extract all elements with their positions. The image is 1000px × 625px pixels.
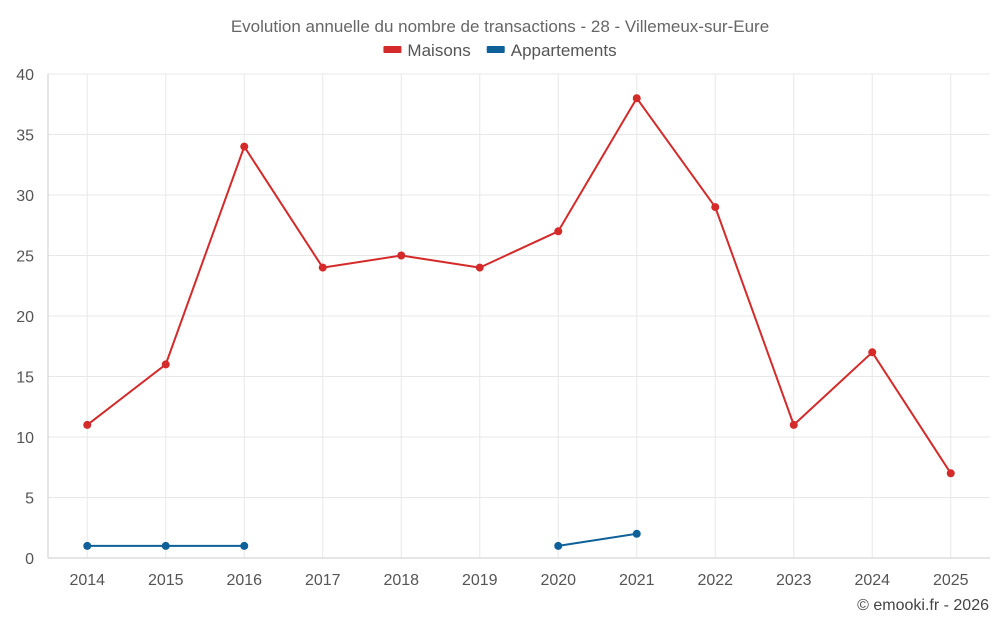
x-tick-label: 2025 (933, 572, 969, 589)
data-point[interactable] (397, 251, 406, 260)
data-point[interactable] (83, 420, 92, 429)
y-tick-label: 20 (16, 309, 34, 326)
data-point[interactable] (554, 227, 563, 236)
data-point[interactable] (240, 142, 249, 151)
y-tick-label: 10 (16, 430, 34, 447)
data-point[interactable] (83, 541, 92, 550)
x-tick-label: 2020 (540, 572, 576, 589)
data-point[interactable] (161, 360, 170, 369)
series-maisons (83, 94, 955, 478)
data-point[interactable] (711, 203, 720, 212)
data-point[interactable] (632, 94, 641, 103)
data-point[interactable] (554, 541, 563, 550)
data-point[interactable] (475, 263, 484, 272)
legend-swatch (383, 46, 402, 53)
data-point[interactable] (240, 541, 249, 550)
y-tick-label: 15 (16, 370, 34, 387)
credit-text: © emooki.fr - 2026 (857, 597, 989, 614)
series (83, 94, 955, 550)
y-tick-label: 35 (16, 128, 34, 145)
y-tick-label: 25 (16, 249, 34, 266)
legend-swatch (486, 46, 505, 53)
y-tick-label: 40 (16, 67, 34, 84)
x-tick-label: 2023 (776, 572, 812, 589)
x-tick-label: 2014 (69, 572, 105, 589)
data-point[interactable] (632, 529, 641, 538)
x-tick-label: 2024 (854, 572, 890, 589)
x-tick-label: 2015 (148, 572, 184, 589)
x-tick-label: 2019 (462, 572, 498, 589)
chart-title: Evolution annuelle du nombre de transact… (231, 17, 769, 36)
legend-label[interactable]: Maisons (407, 41, 470, 60)
grid (47, 73, 990, 559)
legend-label[interactable]: Appartements (511, 41, 617, 60)
x-tick-label: 2022 (697, 572, 733, 589)
y-tick-label: 0 (25, 551, 34, 568)
y-axis-ticks: 0 5 10 15 20 25 30 35 40 (16, 67, 34, 568)
legend: Maisons Appartements (383, 41, 617, 60)
x-tick-label: 2017 (305, 572, 341, 589)
x-tick-label: 2016 (226, 572, 262, 589)
y-tick-label: 5 (25, 491, 34, 508)
data-point[interactable] (161, 541, 170, 550)
data-point[interactable] (946, 469, 955, 478)
data-point[interactable] (789, 420, 798, 429)
data-point[interactable] (868, 348, 877, 357)
data-point[interactable] (318, 263, 327, 272)
series-line (558, 532, 637, 547)
series-appartements (83, 529, 641, 550)
series-line (86, 97, 952, 474)
x-axis-ticks: 2014 2015 2016 2017 2018 2019 2020 2021 2022 2023… (69, 572, 968, 589)
y-tick-label: 30 (16, 188, 34, 205)
x-tick-label: 2018 (383, 572, 419, 589)
x-tick-label: 2021 (619, 572, 655, 589)
